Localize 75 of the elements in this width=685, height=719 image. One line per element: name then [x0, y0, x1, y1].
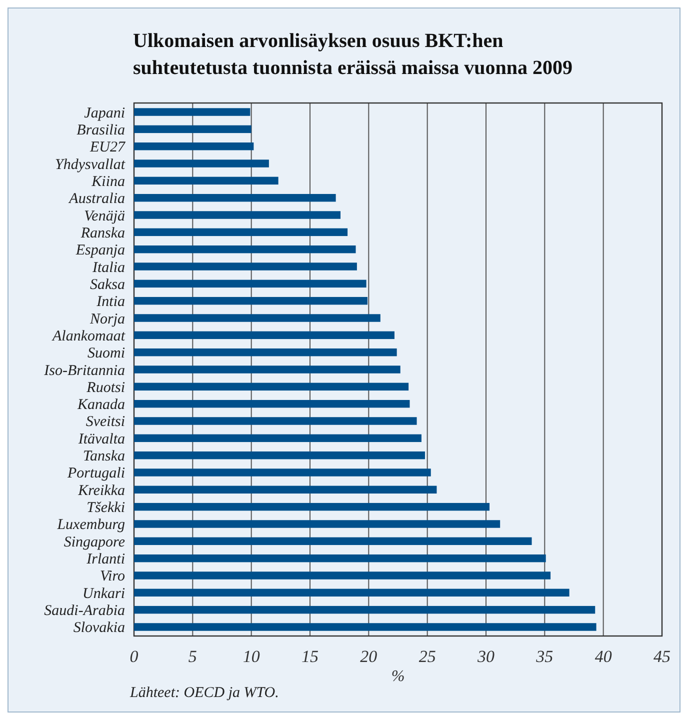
y-tick-label: Portugali: [66, 466, 125, 482]
x-tick-label: 20: [360, 647, 378, 666]
bar: [134, 262, 357, 270]
y-tick-label: Norja: [88, 311, 125, 328]
bar: [134, 280, 366, 288]
x-tick-label: 10: [242, 647, 260, 666]
bar: [134, 537, 532, 546]
bar: [134, 572, 551, 580]
bar: [134, 486, 437, 494]
y-tick-label: Irlanti: [86, 552, 125, 568]
x-tick-label: 0: [130, 647, 139, 666]
bar: [134, 331, 394, 340]
y-tick-label: Alankomaat: [52, 328, 126, 344]
x-tick-label: 30: [476, 647, 495, 666]
x-tick-label: 40: [594, 647, 612, 666]
y-tick-label: Viro: [100, 568, 126, 585]
x-axis-title: %: [391, 668, 405, 685]
y-tick-label: Unkari: [82, 586, 125, 602]
y-tick-label: Intia: [96, 294, 125, 310]
bar: [134, 125, 252, 134]
bar: [134, 160, 269, 168]
bar: [134, 366, 400, 374]
y-tick-label: Saksa: [90, 276, 125, 293]
bar: [134, 211, 341, 219]
x-tick-label: 35: [535, 647, 554, 666]
bar: [134, 468, 431, 476]
bar: [134, 400, 410, 408]
y-tick-label: Yhdysvallat: [55, 156, 126, 173]
y-tick-label: Kanada: [76, 397, 125, 414]
bar: [134, 451, 425, 460]
y-tick-label: EU27: [89, 140, 126, 156]
chart-title: Ulkomaisen arvonlisäyksen osuus BKT:hen suhteutetusta tuonnista eräissä maissa vuonna 2009: [133, 30, 573, 79]
y-tick-label: Tšekki: [86, 500, 125, 516]
bar: [134, 606, 596, 614]
bar: [134, 417, 417, 425]
bar: [134, 382, 409, 391]
y-tick-label: Suomi: [88, 346, 125, 362]
y-tick-label: Kiina: [90, 174, 125, 190]
text: Lähteet: OECD ja WTO.: [129, 685, 279, 701]
y-tick-label: Australia: [68, 191, 125, 208]
y-tick-label: Slovakia: [73, 620, 125, 636]
y-tick-label: Brasilia: [76, 122, 125, 138]
x-tick-label: 25: [418, 647, 436, 666]
bar: [134, 588, 570, 597]
y-tick-label: Singapore: [64, 534, 126, 550]
y-tick-label: Venäjä: [84, 208, 125, 224]
bar: [134, 554, 546, 562]
bar: [134, 142, 254, 150]
bar: [134, 176, 278, 185]
y-tick-label: Kreikka: [77, 482, 125, 499]
bar: [134, 314, 380, 322]
y-tick-label: Iso-Britannia: [43, 362, 125, 379]
y-tick-label: Luxemburg: [56, 517, 126, 534]
y-tick-label: Japani: [84, 105, 125, 122]
bar: [134, 520, 500, 528]
y-tick-label: Ranska: [80, 225, 125, 242]
y-tick-label: Itävalta: [77, 431, 125, 448]
y-tick-label: Sveitsi: [86, 414, 125, 430]
bar: [134, 348, 397, 356]
y-tick-label: Ruotsi: [86, 380, 125, 396]
y-tick-label: Italia: [92, 260, 125, 276]
x-tick-label: 5: [188, 647, 197, 666]
bar: [134, 623, 596, 631]
bar: [134, 108, 250, 116]
x-tick-label: 15: [302, 647, 318, 666]
x-tick-label: 45: [654, 647, 670, 666]
bar: [134, 228, 348, 236]
bar: [134, 434, 422, 442]
y-tick-label: Saudi-Arabia: [44, 603, 125, 620]
bar: [134, 502, 490, 511]
bar: [134, 245, 356, 254]
y-tick-label: Espanja: [74, 242, 125, 259]
bar: [134, 194, 336, 202]
y-tick-label: Tanska: [83, 448, 125, 465]
bar: [134, 296, 368, 305]
